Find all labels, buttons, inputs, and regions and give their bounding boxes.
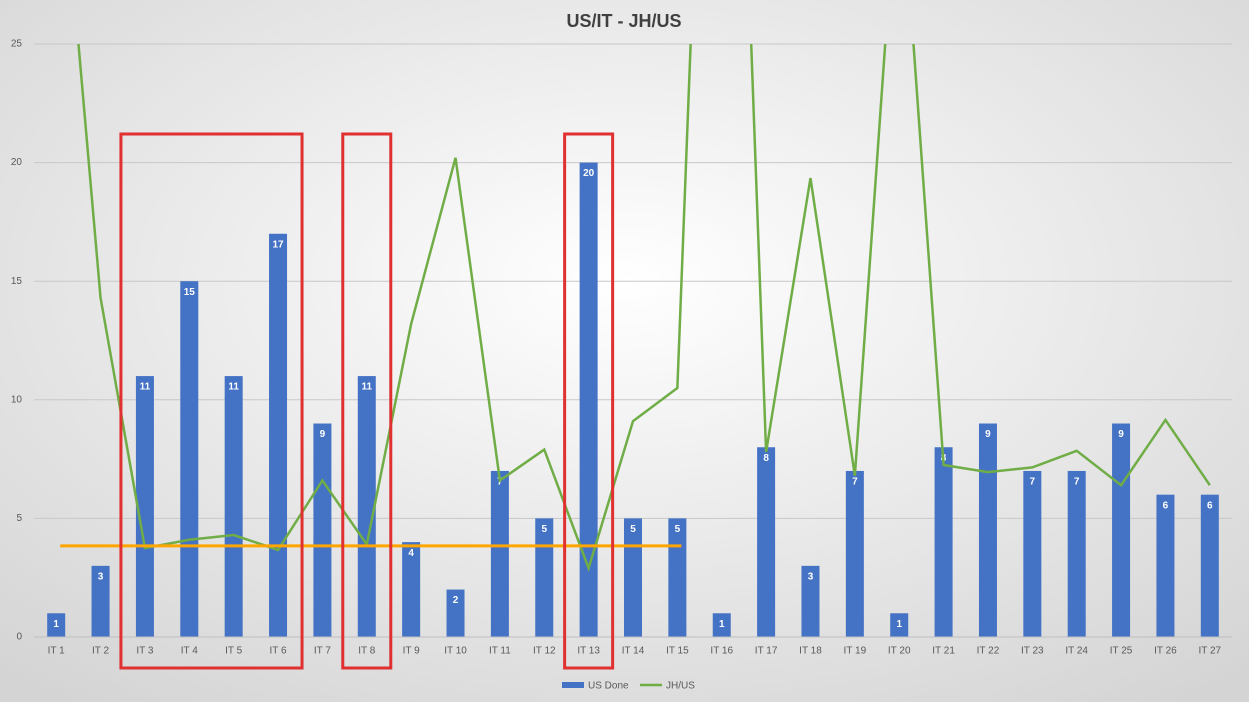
data-label: 4	[408, 548, 414, 559]
legend-swatch	[562, 682, 584, 688]
x-tick-label: IT 11	[489, 646, 511, 657]
x-tick-label: IT 21	[932, 646, 955, 657]
bar	[180, 281, 199, 637]
data-label: 7	[852, 477, 858, 488]
x-tick-label: IT 27	[1199, 646, 1222, 657]
y-tick-label: 15	[11, 276, 23, 287]
bar	[1112, 423, 1131, 637]
bar	[1156, 494, 1175, 637]
data-label: 7	[497, 477, 503, 488]
x-tick-label: IT 9	[403, 646, 420, 657]
data-label: 20	[583, 168, 595, 179]
data-label: 17	[272, 239, 284, 250]
x-tick-label: IT 2	[92, 646, 109, 657]
bar	[801, 565, 820, 637]
data-label: 11	[140, 382, 151, 393]
bar	[91, 565, 110, 637]
data-label: 6	[1207, 500, 1213, 511]
data-label: 1	[719, 619, 725, 630]
data-label: 3	[98, 571, 104, 582]
x-tick-label: IT 3	[136, 646, 153, 657]
bar	[668, 518, 687, 637]
data-label: 1	[53, 619, 59, 630]
x-tick-label: IT 24	[1065, 646, 1088, 657]
x-tick-label: IT 13	[577, 646, 600, 657]
bar	[269, 233, 288, 637]
x-tick-label: IT 23	[1021, 646, 1044, 657]
x-tick-label: IT 7	[314, 646, 331, 657]
x-tick-label: IT 12	[533, 646, 556, 657]
y-tick-label: 20	[11, 157, 23, 168]
data-label: 11	[228, 382, 239, 393]
bar	[224, 376, 243, 637]
x-tick-label: IT 4	[181, 646, 198, 657]
data-label: 9	[985, 429, 991, 440]
x-tick-label: IT 10	[444, 646, 467, 657]
legend-label: US Done	[588, 681, 629, 692]
bar	[978, 423, 997, 637]
data-label: 6	[1163, 500, 1169, 511]
x-tick-label: IT 15	[666, 646, 689, 657]
legend-label: JH/US	[666, 681, 695, 692]
bar	[490, 470, 509, 637]
bar	[579, 162, 598, 637]
line	[77, 44, 1211, 573]
data-label: 8	[763, 453, 769, 464]
x-tick-label: IT 14	[622, 646, 645, 657]
y-tick-label: 5	[16, 513, 22, 524]
data-label: 7	[1074, 477, 1080, 488]
bar	[624, 518, 642, 637]
data-label: 7	[1030, 477, 1036, 488]
y-tick-label: 25	[11, 39, 23, 50]
x-tick-label: IT 20	[888, 646, 911, 657]
x-tick-label: IT 17	[755, 646, 778, 657]
data-label: 3	[808, 571, 814, 582]
x-tick-label: IT 22	[977, 646, 1000, 657]
data-label: 9	[1118, 429, 1124, 440]
bar	[47, 613, 66, 637]
x-tick-label: IT 1	[48, 646, 65, 657]
data-label: 5	[541, 524, 547, 535]
y-tick-label: 10	[11, 394, 23, 405]
x-tick-label: IT 26	[1154, 646, 1177, 657]
bar	[402, 542, 421, 637]
bar	[1023, 470, 1042, 637]
data-label: 1	[896, 619, 902, 630]
data-label: 5	[630, 524, 636, 535]
chart-title: US/IT - JH/US	[566, 11, 681, 31]
bar	[890, 613, 909, 637]
bar	[934, 447, 953, 637]
bar	[757, 447, 776, 637]
bar	[313, 423, 332, 637]
bar	[357, 376, 376, 637]
data-label: 9	[320, 429, 326, 440]
bar	[535, 518, 554, 637]
bar	[845, 470, 864, 637]
bar	[135, 376, 154, 637]
highlight-box	[341, 132, 393, 670]
highlight-box	[563, 132, 615, 670]
x-tick-label: IT 5	[225, 646, 242, 657]
x-tick-label: IT 25	[1110, 646, 1133, 657]
data-label: 2	[453, 595, 459, 606]
bar	[1067, 470, 1086, 637]
x-tick-label: IT 8	[358, 646, 375, 657]
line-layer	[77, 44, 1211, 573]
x-tick-label: IT 18	[799, 646, 822, 657]
data-label: 5	[675, 524, 681, 535]
y-tick-label: 0	[16, 632, 22, 643]
x-tick-label: IT 16	[710, 646, 733, 657]
data-label: 15	[184, 287, 196, 298]
x-tick-label: IT 6	[270, 646, 287, 657]
bar	[446, 589, 465, 637]
highlight-box	[119, 132, 304, 670]
data-label: 11	[361, 382, 372, 393]
bar	[712, 613, 731, 637]
bar	[1200, 494, 1219, 637]
x-tick-label: IT 19	[844, 646, 867, 657]
